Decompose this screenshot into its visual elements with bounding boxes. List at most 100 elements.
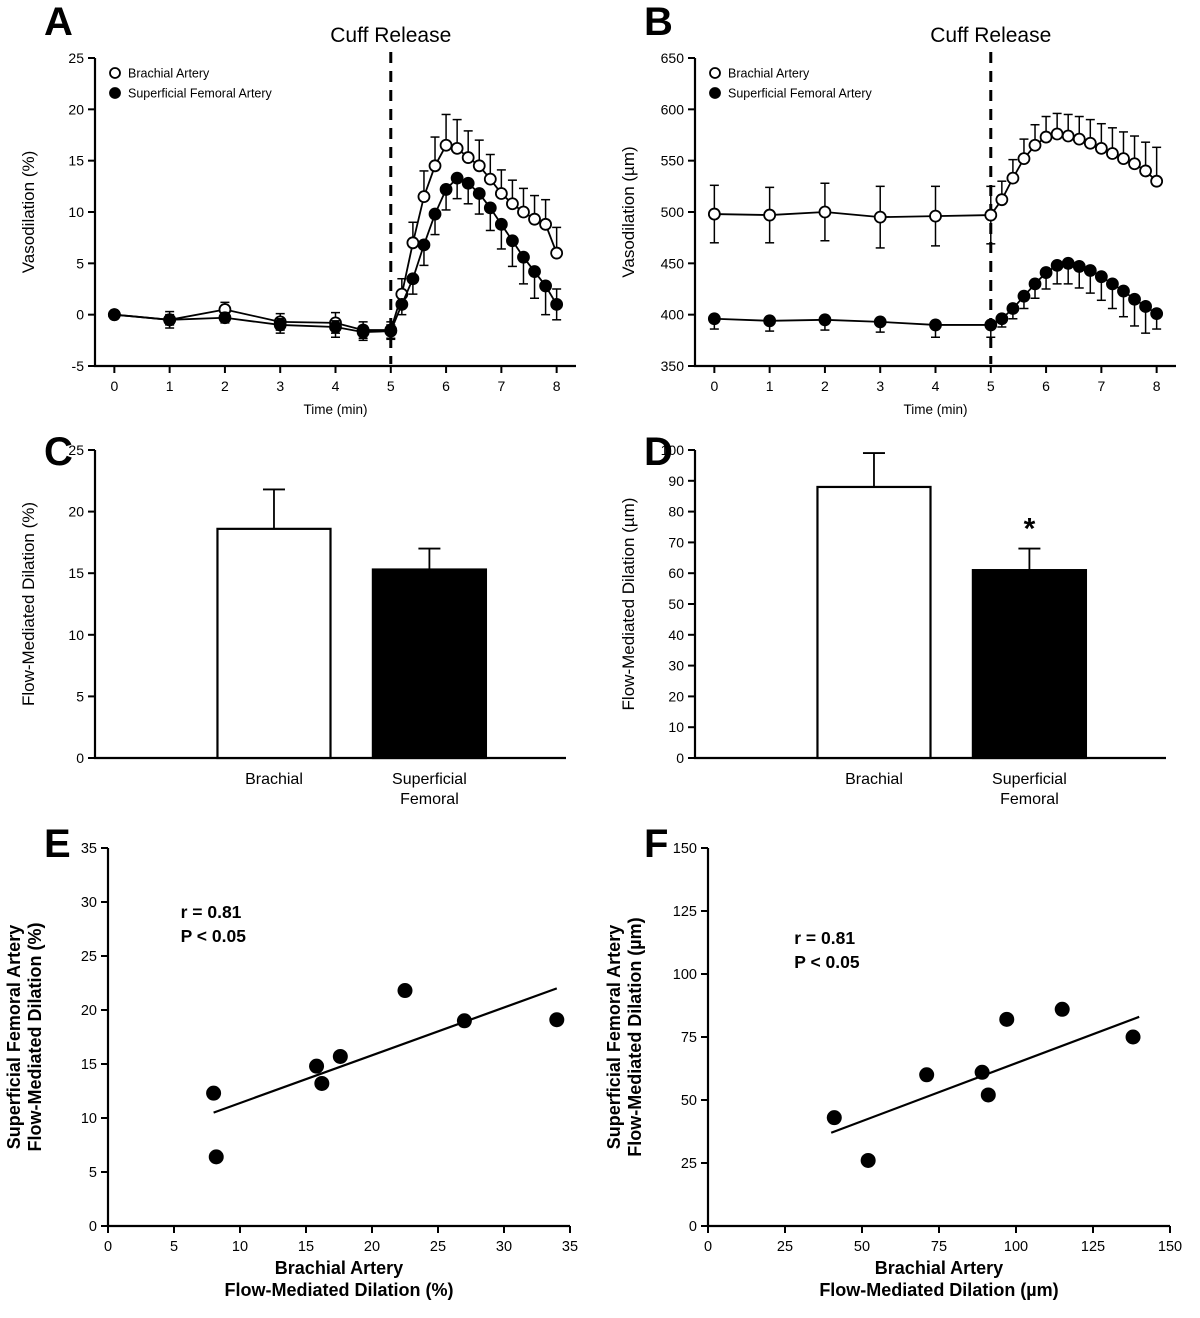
svg-text:25: 25 — [68, 50, 84, 66]
svg-text:20: 20 — [668, 688, 684, 704]
svg-text:75: 75 — [681, 1030, 697, 1046]
panel-d-chart: 0 10 20 30 40 50 60 70 80 90 100 Flow-Mediated Dila… — [619, 442, 1166, 808]
svg-text:Vasodilation (µm): Vasodilation (µm) — [619, 146, 638, 277]
svg-text:Flow-Mediated Dilation (µm): Flow-Mediated Dilation (µm) — [819, 1280, 1058, 1300]
panel-f-letter: F — [644, 822, 669, 866]
svg-text:30: 30 — [668, 658, 684, 674]
panel-b-chart: 350 400 450 500 550 600 650 0 1 2 3 4 5 6 7 8 Vasodilati… — [619, 24, 1176, 417]
svg-text:15: 15 — [298, 1239, 314, 1255]
svg-text:75: 75 — [931, 1239, 947, 1255]
svg-text:100: 100 — [1004, 1239, 1028, 1255]
svg-text:Femoral: Femoral — [400, 791, 459, 808]
svg-text:P < 0.05: P < 0.05 — [794, 952, 860, 972]
svg-text:150: 150 — [1158, 1239, 1182, 1255]
svg-text:4: 4 — [932, 378, 940, 394]
svg-text:350: 350 — [661, 358, 685, 374]
svg-text:2: 2 — [821, 378, 829, 394]
panel-b: B 350 400 450 500 550 600 650 0 1 2 3 4 5 6 7 8 Vasodila… — [600, 0, 1200, 430]
svg-text:0: 0 — [710, 378, 718, 394]
svg-text:7: 7 — [1097, 378, 1105, 394]
panel-f-chart: 0 25 50 75 100 125 150 0 25 50 75 100 125 150 Superfic… — [604, 841, 1182, 1300]
svg-text:6: 6 — [442, 378, 450, 394]
svg-text:0: 0 — [676, 750, 684, 766]
svg-text:25: 25 — [81, 949, 97, 965]
svg-text:70: 70 — [668, 534, 684, 550]
svg-text:25: 25 — [430, 1239, 446, 1255]
svg-text:1: 1 — [766, 378, 774, 394]
svg-text:Superficial Femoral Artery: Superficial Femoral Artery — [604, 925, 624, 1149]
svg-text:90: 90 — [668, 473, 684, 489]
svg-text:Time (min): Time (min) — [904, 402, 968, 417]
panel-e-letter: E — [44, 822, 71, 866]
svg-text:10: 10 — [81, 1111, 97, 1127]
svg-text:15: 15 — [68, 565, 84, 581]
svg-text:0: 0 — [110, 378, 118, 394]
panel-a-chart: -5 0 5 10 15 20 25 0 1 2 3 4 5 6 7 8 Vasodilation (%) Tim… — [19, 24, 576, 417]
svg-text:20: 20 — [68, 101, 84, 117]
panel-d-letter: D — [644, 430, 673, 474]
svg-text:30: 30 — [496, 1239, 512, 1255]
svg-text:Brachial Artery: Brachial Artery — [875, 1258, 1003, 1278]
svg-text:25: 25 — [777, 1239, 793, 1255]
panel-d: D 0 10 20 30 40 50 60 70 80 90 100 Flow-Mediated Di… — [600, 430, 1200, 822]
panel-e-chart: 0 5 10 15 20 25 30 35 0 5 10 15 20 25 30 35 Superficial … — [4, 841, 578, 1300]
svg-text:35: 35 — [81, 841, 97, 857]
svg-text:10: 10 — [232, 1239, 248, 1255]
svg-text:Cuff Release: Cuff Release — [930, 24, 1051, 47]
svg-text:600: 600 — [661, 101, 685, 117]
svg-text:0: 0 — [704, 1239, 712, 1255]
svg-text:*: * — [1024, 513, 1036, 546]
svg-text:7: 7 — [497, 378, 505, 394]
svg-text:5: 5 — [170, 1239, 178, 1255]
svg-text:20: 20 — [68, 504, 84, 520]
svg-text:10: 10 — [668, 719, 684, 735]
svg-text:Femoral: Femoral — [1000, 791, 1059, 808]
svg-text:Flow-Mediated Dilation (µm): Flow-Mediated Dilation (µm) — [625, 917, 645, 1156]
svg-text:Superficial: Superficial — [992, 771, 1067, 788]
svg-text:10: 10 — [68, 627, 84, 643]
svg-text:35: 35 — [562, 1239, 578, 1255]
svg-text:5: 5 — [387, 378, 395, 394]
svg-text:5: 5 — [76, 255, 84, 271]
svg-text:2: 2 — [221, 378, 229, 394]
svg-text:Brachial Artery: Brachial Artery — [728, 67, 810, 81]
panel-c-chart: 0 5 10 15 20 25 Flow-Mediated Dilation (%) Brac… — [19, 442, 566, 808]
svg-text:20: 20 — [364, 1239, 380, 1255]
svg-text:100: 100 — [661, 442, 685, 458]
svg-text:Flow-Mediated Dilation (%): Flow-Mediated Dilation (%) — [19, 502, 38, 706]
svg-text:Brachial Artery: Brachial Artery — [128, 67, 210, 81]
svg-text:25: 25 — [68, 442, 84, 458]
svg-text:Flow-Mediated Dilation (µm): Flow-Mediated Dilation (µm) — [619, 498, 638, 711]
svg-text:Vasodilation (%): Vasodilation (%) — [19, 151, 38, 274]
svg-text:15: 15 — [81, 1057, 97, 1073]
svg-text:1: 1 — [166, 378, 174, 394]
svg-text:0: 0 — [76, 307, 84, 323]
svg-text:5: 5 — [89, 1165, 97, 1181]
svg-text:20: 20 — [81, 1003, 97, 1019]
svg-text:30: 30 — [81, 895, 97, 911]
svg-text:500: 500 — [661, 204, 685, 220]
svg-text:3: 3 — [276, 378, 284, 394]
svg-text:Superficial Femoral Artery: Superficial Femoral Artery — [128, 87, 273, 101]
svg-text:0: 0 — [89, 1219, 97, 1235]
svg-text:Brachial: Brachial — [245, 771, 303, 788]
svg-text:60: 60 — [668, 565, 684, 581]
svg-text:r = 0.81: r = 0.81 — [794, 928, 855, 948]
svg-text:8: 8 — [553, 378, 561, 394]
panel-a-letter: A — [44, 0, 73, 44]
svg-text:P < 0.05: P < 0.05 — [181, 926, 247, 946]
svg-text:650: 650 — [661, 50, 685, 66]
svg-text:0: 0 — [689, 1219, 697, 1235]
svg-text:5: 5 — [987, 378, 995, 394]
panel-e: E 0 5 10 15 20 25 30 35 0 5 10 15 20 25 30 35 Superficia… — [0, 822, 600, 1318]
panel-c: C 0 5 10 15 20 25 Flow-Mediated Dilation (%) Br… — [0, 430, 600, 822]
svg-text:125: 125 — [673, 904, 697, 920]
svg-text:5: 5 — [76, 688, 84, 704]
svg-text:6: 6 — [1042, 378, 1050, 394]
svg-text:0: 0 — [104, 1239, 112, 1255]
svg-text:Brachial Artery: Brachial Artery — [275, 1258, 403, 1278]
panel-f: F 0 25 50 75 100 125 150 0 25 50 75 100 125 150 Superf… — [600, 822, 1200, 1318]
svg-text:40: 40 — [668, 627, 684, 643]
svg-text:Flow-Mediated Dilation (%): Flow-Mediated Dilation (%) — [25, 923, 45, 1152]
